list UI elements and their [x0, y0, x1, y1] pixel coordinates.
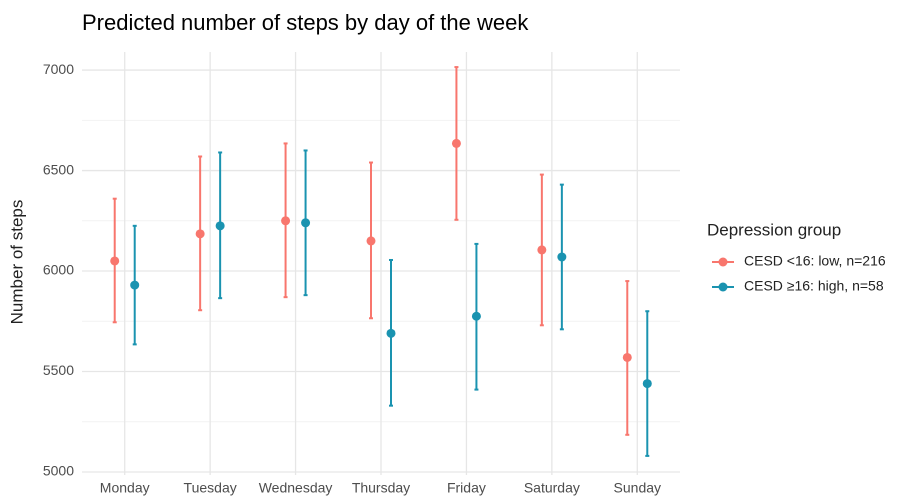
point [366, 236, 376, 246]
x-tick-label: Tuesday [184, 480, 237, 496]
point [557, 252, 567, 262]
x-tick-label: Sunday [614, 480, 661, 496]
x-tick-label: Thursday [352, 480, 410, 496]
y-tick-label: 6500 [43, 161, 74, 177]
point [386, 328, 396, 338]
x-tick-label: Monday [100, 480, 150, 496]
point [642, 379, 652, 389]
legend-label: CESD ≥16: high, n=58 [744, 278, 884, 294]
x-tick-label: Friday [447, 480, 486, 496]
point [130, 280, 140, 290]
legend-point [718, 282, 728, 292]
point [195, 229, 205, 239]
point [110, 256, 120, 266]
x-tick-label: Saturday [524, 480, 580, 496]
y-tick-label: 5500 [43, 362, 74, 378]
point [451, 138, 461, 148]
point [622, 352, 632, 362]
y-tick-label: 7000 [43, 61, 74, 77]
point [215, 221, 225, 231]
point [537, 245, 547, 255]
point [281, 216, 291, 226]
legend-label: CESD <16: low, n=216 [744, 253, 886, 269]
legend-title: Depression group [707, 220, 841, 239]
chart-title: Predicted number of steps by day of the … [82, 10, 529, 35]
x-tick-label: Wednesday [259, 480, 333, 496]
point [471, 311, 481, 321]
y-tick-label: 6000 [43, 262, 74, 278]
point [301, 218, 311, 228]
y-tick-label: 5000 [43, 463, 74, 479]
y-axis-label: Number of steps [7, 200, 26, 325]
legend-point [718, 257, 728, 267]
